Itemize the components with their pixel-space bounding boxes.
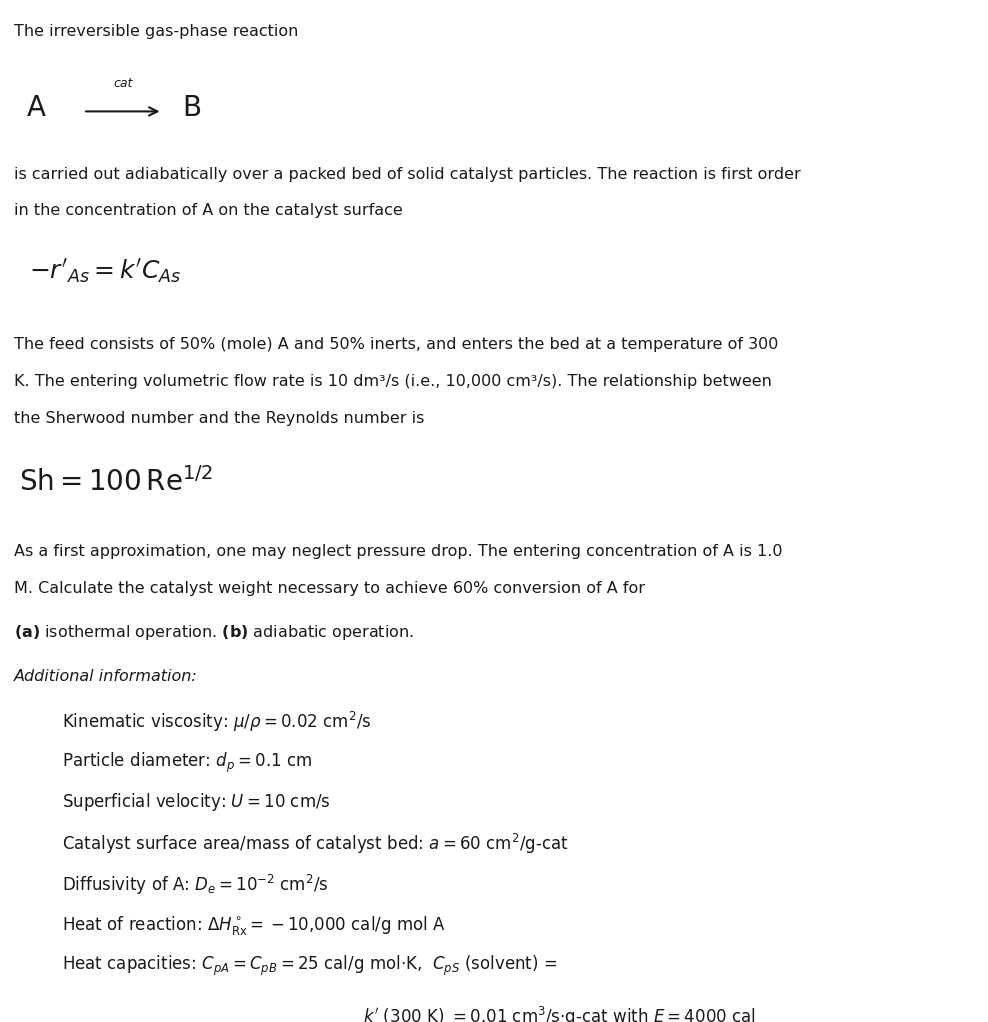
Text: Heat capacities: $C_{pA} = C_{pB} = 25$ cal/g mol$\cdot$K,  $C_{pS}$ (solvent) =: Heat capacities: $C_{pA} = C_{pB} = 25$ … [62,955,559,978]
Text: in the concentration of A on the catalyst surface: in the concentration of A on the catalys… [15,203,403,219]
Text: K. The entering volumetric flow rate is 10 dm³/s (i.e., 10,000 cm³/s). The relat: K. The entering volumetric flow rate is … [15,374,773,389]
Text: $\mathrm{Sh} = 100\,\mathrm{Re}^{1/2}$: $\mathrm{Sh} = 100\,\mathrm{Re}^{1/2}$ [19,467,213,497]
Text: the Sherwood number and the Reynolds number is: the Sherwood number and the Reynolds num… [15,411,425,426]
Text: $k'$ (300 K) $= 0.01$ cm$^3$/s$\cdot$g-cat with $E = 4000$ cal: $k'$ (300 K) $= 0.01$ cm$^3$/s$\cdot$g-c… [363,1005,756,1022]
Text: Additional information:: Additional information: [15,669,198,685]
Text: $\mathrm{A}$: $\mathrm{A}$ [26,94,46,122]
Text: M. Calculate the catalyst weight necessary to achieve 60% conversion of A for: M. Calculate the catalyst weight necessa… [15,582,645,596]
Text: $\mathrm{B}$: $\mathrm{B}$ [182,94,201,122]
Text: As a first approximation, one may neglect pressure drop. The entering concentrat: As a first approximation, one may neglec… [15,545,782,559]
Text: $-r'_{As} = k'C_{As}$: $-r'_{As} = k'C_{As}$ [29,258,181,286]
Text: cat: cat [113,77,132,90]
Text: Superficial velocity: $U = 10$ cm/s: Superficial velocity: $U = 10$ cm/s [62,791,331,814]
Text: is carried out adiabatically over a packed bed of solid catalyst particles. The : is carried out adiabatically over a pack… [15,167,801,182]
Text: Catalyst surface area/mass of catalyst bed: $a = 60$ cm$^2$/g-cat: Catalyst surface area/mass of catalyst b… [62,832,569,856]
Text: Diffusivity of A: $D_e = 10^{-2}$ cm$^2$/s: Diffusivity of A: $D_e = 10^{-2}$ cm$^2$… [62,873,329,897]
Text: The irreversible gas-phase reaction: The irreversible gas-phase reaction [15,25,298,39]
Text: Particle diameter: $d_p = 0.1$ cm: Particle diameter: $d_p = 0.1$ cm [62,751,312,775]
Text: $\mathbf{(a)}$ isothermal operation. $\mathbf{(b)}$ adiabatic operation.: $\mathbf{(a)}$ isothermal operation. $\m… [15,623,414,642]
Text: Kinematic viscosity: $\mu/\rho = 0.02$ cm$^2$/s: Kinematic viscosity: $\mu/\rho = 0.02$ c… [62,710,371,734]
Text: Heat of reaction: $\Delta H^\circ_{\mathrm{Rx}} = -10{,}000$ cal/g mol A: Heat of reaction: $\Delta H^\circ_{\math… [62,914,446,936]
Text: The feed consists of 50% (mole) A and 50% inerts, and enters the bed at a temper: The feed consists of 50% (mole) A and 50… [15,337,779,353]
